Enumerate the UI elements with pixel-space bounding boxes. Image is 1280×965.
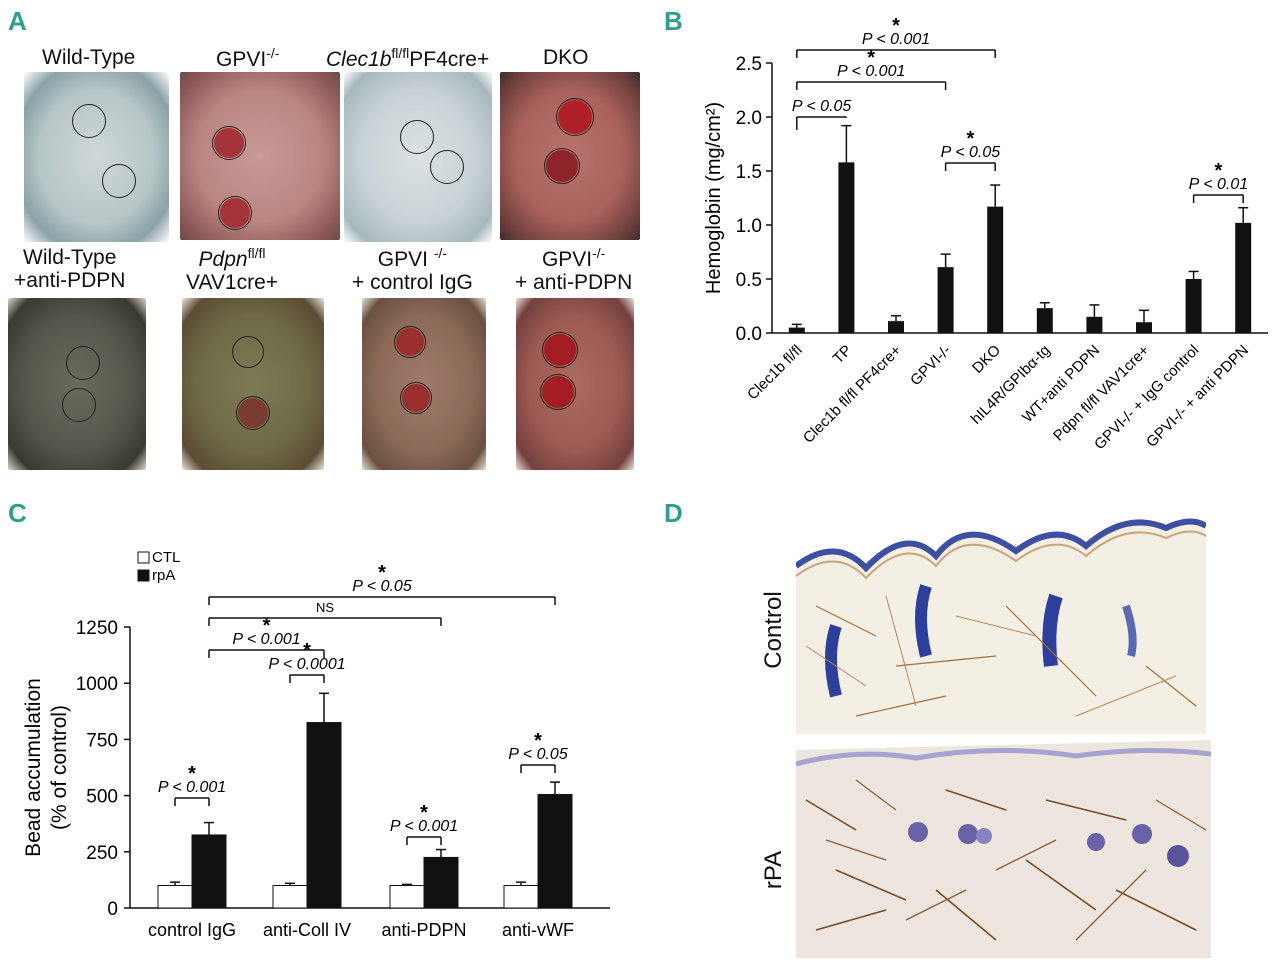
- b-y-tick-label: 1.5: [736, 162, 762, 183]
- b-p-value: P < 0.01: [1189, 176, 1248, 193]
- histology-image-rpa: [796, 740, 1211, 958]
- b-bar: [1185, 279, 1202, 333]
- b-y-tick-label: 2.5: [736, 54, 762, 75]
- b-bar: [1136, 322, 1152, 333]
- c-p-value: P < 0.05: [508, 746, 568, 763]
- photo-label-gpvi-control-igg: GPVI -/- + control IgG: [352, 245, 473, 295]
- b-y-tick-label: 1.0: [736, 216, 762, 237]
- panel-letter-d: D: [664, 498, 683, 528]
- b-bar: [1086, 316, 1103, 333]
- b-bar: [1036, 308, 1053, 333]
- skin-photo-dko: [500, 72, 640, 240]
- b-bar: [987, 206, 1004, 333]
- c-category-label: control IgG: [148, 920, 236, 940]
- b-category-label: DKO: [969, 342, 1004, 377]
- histology-label-control: Control: [760, 591, 787, 669]
- photo-label-pdpn-vav1cre: Pdpnfl/fl VAV1cre+: [186, 245, 279, 295]
- c-significance-star: *: [188, 763, 196, 785]
- b-y-tick-label: 0.5: [736, 270, 762, 291]
- c-legend-label: rpA: [152, 567, 175, 584]
- c-category-label: anti-Coll IV: [263, 920, 351, 940]
- photo-label-dko: DKO: [543, 46, 589, 69]
- histology-label-rpa: rPA: [760, 850, 787, 890]
- panel-letter-b: B: [664, 6, 683, 36]
- c-legend-label: CTL: [152, 549, 180, 566]
- c-bar-rpa: [306, 722, 342, 909]
- c-p-value: P < 0.05: [352, 578, 412, 595]
- c-p-value: P < 0.001: [158, 779, 226, 796]
- c-p-value: P < 0.0001: [268, 656, 345, 673]
- b-category-label: GPVI-/-: [907, 342, 954, 389]
- skin-photo-clec1b: [344, 72, 492, 242]
- panel-letter-c: C: [8, 498, 27, 528]
- c-y-tick-label: 1000: [76, 674, 118, 695]
- photo-label-wild-type-anti-pdpn: Wild-Type +anti-PDPN: [14, 246, 126, 293]
- c-significance-star: *: [263, 615, 271, 637]
- photo-label-gpvi-anti-pdpn: GPVI-/- + anti-PDPN: [515, 245, 633, 295]
- c-p-value: NS: [316, 600, 334, 615]
- c-y-tick-label: 500: [86, 787, 118, 808]
- c-y-axis-label-2: (% of control): [48, 705, 71, 830]
- c-significance-star: *: [378, 562, 386, 584]
- b-bar: [888, 321, 904, 333]
- histology-image-control: [796, 506, 1206, 734]
- b-bar: [1235, 222, 1252, 333]
- c-legend-swatch-ctl: [137, 551, 150, 564]
- c-category-label: anti-PDPN: [381, 920, 466, 940]
- c-bar-ctl: [503, 885, 539, 909]
- c-y-axis-label: Bead accumulation: [22, 678, 45, 857]
- b-category-label: TP: [830, 342, 856, 368]
- c-bar-ctl: [157, 885, 193, 909]
- c-significance-star: *: [303, 640, 311, 662]
- c-y-tick-label: 250: [86, 843, 118, 864]
- b-p-value: P < 0.05: [792, 98, 852, 115]
- b-p-value: P < 0.001: [862, 31, 930, 48]
- b-bar: [937, 267, 954, 333]
- skin-photo-wild-type: [24, 72, 169, 242]
- c-y-tick-label: 1250: [76, 618, 118, 639]
- b-category-label: Clec1b fl/fl: [744, 342, 806, 404]
- skin-photo-gpvi-control-igg: [362, 298, 486, 470]
- chart-c-bead-accumulation: 0 250 500 750 1000 1250 Bead accumulation (% of…: [22, 549, 610, 940]
- b-y-axis-label: Hemoglobin (mg/cm²): [703, 102, 725, 294]
- photo-label-wild-type: Wild-Type: [42, 46, 136, 69]
- chart-b-hemoglobin: 0.0 0.5 1.0 1.5 2.0 2.5 Hemoglobin (mg/cm²) P …: [703, 15, 1268, 453]
- c-bar-rpa: [423, 856, 459, 909]
- b-significance-star: *: [1215, 160, 1223, 182]
- c-y-tick-label: 0: [107, 899, 118, 920]
- c-bar-ctl: [389, 885, 425, 909]
- b-y-tick-label: 2.0: [736, 108, 762, 129]
- b-significance-star: *: [967, 128, 975, 150]
- c-bar-ctl: [272, 885, 308, 909]
- c-bar-rpa: [537, 793, 573, 909]
- c-significance-star: *: [534, 730, 542, 752]
- c-p-value: P < 0.001: [232, 631, 300, 648]
- c-legend-swatch-rpa: [137, 569, 150, 582]
- photo-label-gpvi: GPVI-/-: [216, 45, 280, 71]
- skin-photo-gpvi: [180, 72, 340, 240]
- b-significance-star: *: [867, 47, 875, 69]
- skin-photo-wild-type-anti-pdpn: [8, 298, 146, 470]
- b-p-value: P < 0.05: [941, 144, 1001, 161]
- panel-letter-a: A: [8, 6, 27, 36]
- b-p-value: P < 0.001: [837, 63, 905, 80]
- c-p-value: P < 0.001: [390, 818, 458, 835]
- photo-label-clec1b: Clec1bfl/flPF4cre+: [326, 45, 490, 71]
- b-bar: [788, 327, 805, 333]
- b-y-tick-label: 0.0: [736, 324, 762, 345]
- b-category-label: Pdpn fl/fl VAV1cre+: [1050, 342, 1153, 445]
- b-category-label: Clec1b fl/fl PF4cre+: [800, 342, 905, 447]
- c-y-tick-label: 750: [86, 730, 118, 751]
- skin-photo-gpvi-anti-pdpn: [516, 298, 634, 470]
- c-category-label: anti-vWF: [502, 920, 574, 940]
- skin-photo-pdpn-vav1cre: [182, 298, 324, 470]
- b-significance-star: *: [892, 15, 900, 37]
- c-significance-star: *: [420, 802, 428, 824]
- b-bar: [838, 162, 855, 333]
- c-bar-rpa: [191, 834, 227, 909]
